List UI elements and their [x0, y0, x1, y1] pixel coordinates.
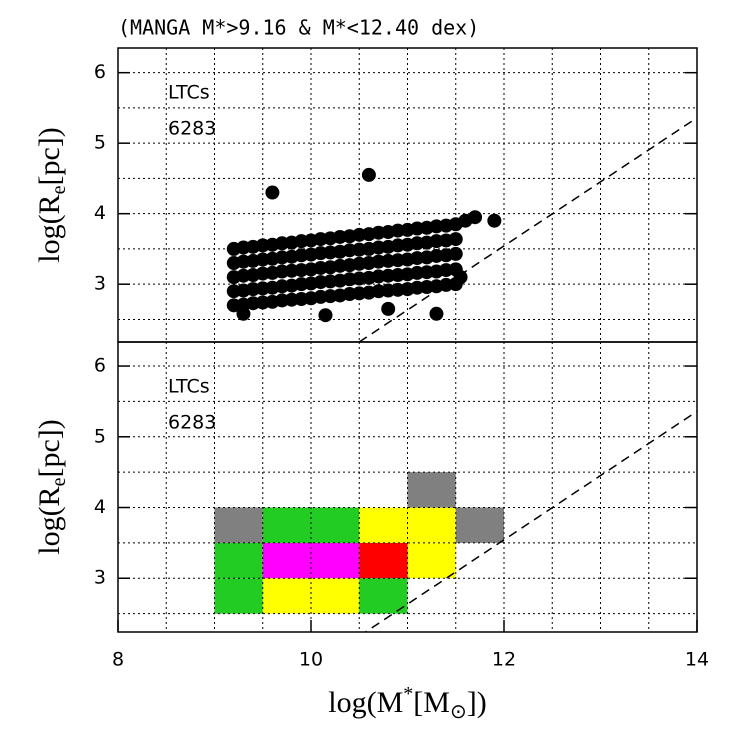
heatmap-cell	[407, 472, 456, 508]
heatmap-cell	[214, 578, 263, 614]
y-axis-label: log(Re[pc])	[33, 419, 70, 555]
y-axis-label-part: [pc])	[33, 419, 66, 477]
x-axis-label: log(M*[M⊙])	[328, 683, 486, 723]
point	[236, 306, 251, 321]
x-axis-label-part: log(M	[328, 686, 403, 719]
y-tick-label: 3	[94, 567, 106, 589]
annotation: 6283	[168, 118, 216, 140]
heatmap-cell	[455, 507, 504, 543]
heatmap-cell	[311, 542, 360, 579]
reference-line	[358, 117, 697, 342]
y-tick-label: 5	[94, 425, 106, 447]
heatmap-cell	[262, 542, 311, 579]
chart-title: (MANGA M*>9.16 & M*<12.40 dex)	[118, 16, 479, 40]
heatmap-cell	[359, 507, 408, 543]
x-tick-label: 14	[685, 649, 709, 671]
x-tick-label: 10	[299, 649, 323, 671]
x-axis-label-part: [M	[413, 686, 450, 719]
point	[448, 232, 463, 247]
plot-area	[118, 48, 697, 342]
heatmap-cell	[407, 507, 456, 543]
heatmap-cell	[311, 507, 360, 543]
point	[448, 246, 463, 261]
point	[361, 167, 376, 182]
reference-line	[364, 410, 697, 632]
point	[458, 213, 473, 228]
annotation: 6283	[168, 412, 216, 434]
point	[487, 213, 502, 228]
heatmap-cell	[214, 542, 263, 579]
y-tick-label: 4	[94, 496, 106, 518]
y-axis-label-part: log(R	[33, 486, 66, 554]
annotation: LTCs	[168, 82, 210, 104]
frame	[117, 341, 698, 633]
point	[265, 185, 280, 200]
y-axis-label-sub: e	[48, 477, 70, 486]
y-tick-label: 6	[94, 355, 106, 377]
y-axis-label-part: [pc])	[33, 127, 66, 185]
x-tick-label: 12	[492, 649, 516, 671]
point	[381, 301, 396, 316]
heatmap-cell	[359, 542, 408, 579]
heatmap-cell	[407, 542, 456, 579]
heatmap-cell	[214, 507, 263, 543]
x-axis-label-sup: *	[403, 683, 413, 705]
x-tick-label: 8	[112, 649, 124, 671]
point	[453, 270, 468, 285]
annotation: LTCs	[168, 376, 210, 398]
y-tick-label: 3	[94, 273, 106, 295]
y-axis-label-part: log(R	[33, 194, 66, 262]
plot-area	[118, 342, 697, 632]
heatmap-cell	[262, 578, 311, 614]
heatmap-cell	[359, 578, 408, 614]
y-axis-label-sub: e	[48, 185, 70, 194]
y-tick-label: 4	[94, 202, 106, 224]
y-tick-label: 5	[94, 132, 106, 154]
heatmap-cell	[311, 578, 360, 614]
y-tick-label: 6	[94, 61, 106, 83]
point	[318, 308, 333, 323]
x-axis-label-part: ])	[467, 686, 487, 719]
point	[429, 306, 444, 321]
y-axis-label: log(Re[pc])	[33, 127, 70, 263]
x-axis-label-sub: ⊙	[450, 701, 467, 723]
heatmap-cell	[262, 507, 311, 543]
